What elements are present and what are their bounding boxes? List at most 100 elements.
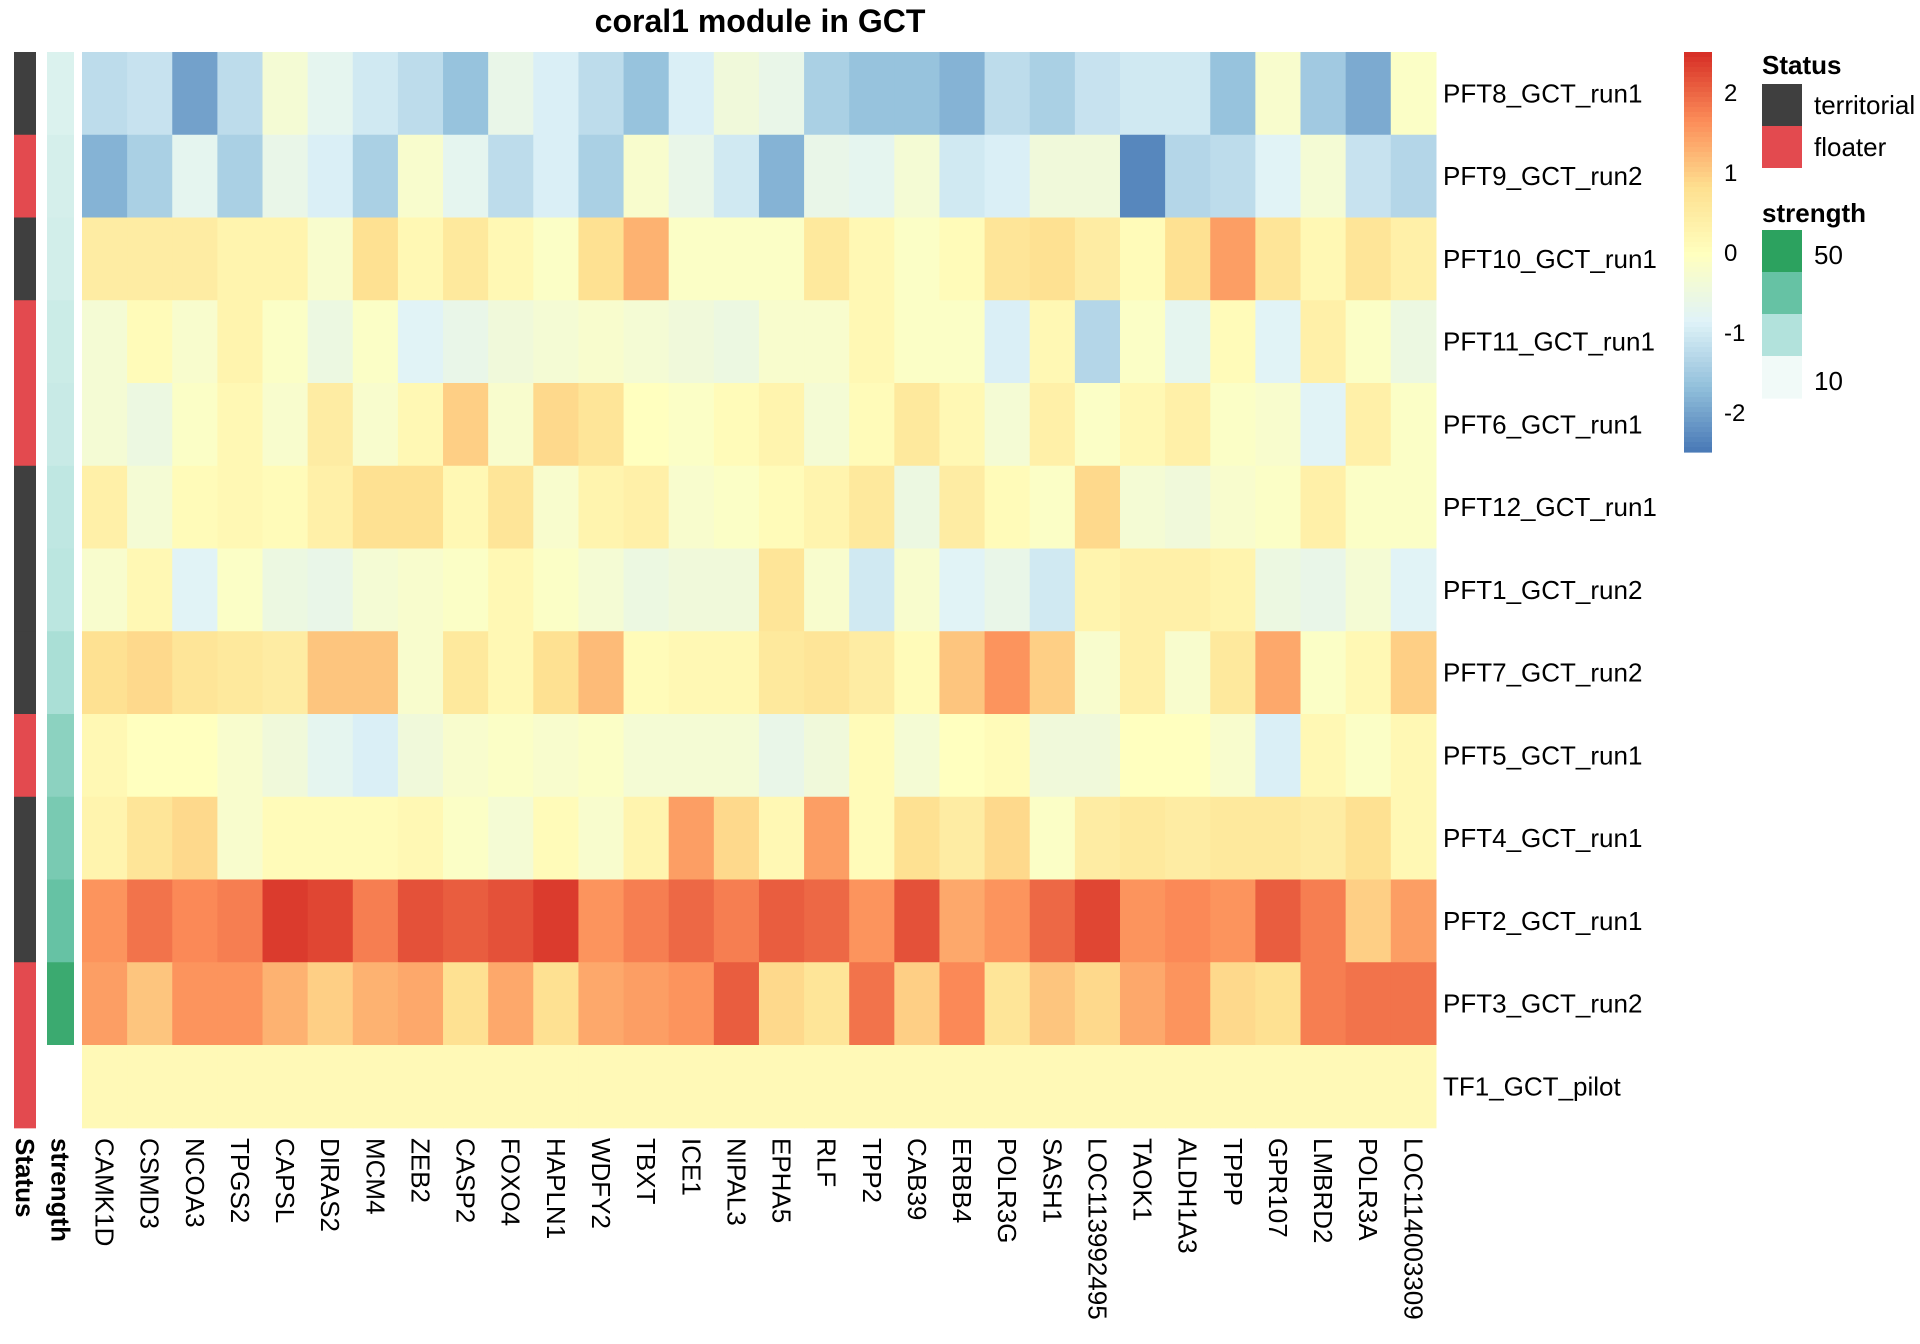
colorbar-tick-label: -1 xyxy=(1724,320,1745,347)
strength-cell xyxy=(47,465,74,550)
heatmap-cell xyxy=(578,217,625,301)
heatmap-cell xyxy=(397,52,444,136)
heatmap-cell xyxy=(1029,714,1076,798)
heatmap-cell xyxy=(488,631,534,715)
heatmap-cell xyxy=(984,52,1031,136)
heatmap-cell xyxy=(397,714,444,798)
heatmap-cell xyxy=(82,465,128,550)
heatmap-cell xyxy=(713,465,760,550)
heatmap-cell xyxy=(82,52,128,136)
heatmap-cell xyxy=(578,52,625,136)
column-label: TPPP xyxy=(1218,1138,1248,1206)
heatmap-cell xyxy=(1165,962,1211,1046)
heatmap-cell xyxy=(894,962,941,1046)
heatmap-cell xyxy=(894,52,941,136)
heatmap-cell xyxy=(1300,134,1347,219)
colorbar-segment xyxy=(1684,152,1712,158)
heatmap-cell xyxy=(217,134,264,219)
colorbar-segment xyxy=(1684,67,1712,73)
heatmap-cell xyxy=(849,1045,895,1129)
heatmap-cell xyxy=(1210,217,1256,301)
heatmap-cell xyxy=(849,217,895,301)
column-label: RLF xyxy=(812,1138,842,1187)
heatmap-cell xyxy=(443,52,489,136)
heatmap-cell xyxy=(713,1045,760,1129)
heatmap-cell xyxy=(1255,1045,1302,1129)
colorbar-segment xyxy=(1684,377,1712,383)
column-labels: CAMK1D CSMD3 NCOA3 TPGS2 CAPSL DIRAS2 MCM4 ZEB2… xyxy=(90,1138,1429,1320)
heatmap-cell xyxy=(578,714,625,798)
heatmap-cell xyxy=(1029,548,1076,632)
heatmap-cell xyxy=(804,548,850,632)
row-label: PFT3_GCT_run2 xyxy=(1443,989,1642,1019)
status-cell xyxy=(14,631,36,715)
heatmap-cell xyxy=(443,631,489,715)
colorbar-segment xyxy=(1684,172,1712,178)
heatmap-cell xyxy=(1255,383,1302,467)
heatmap-cell xyxy=(713,714,760,798)
heatmap-cell xyxy=(939,300,986,384)
heatmap-cell xyxy=(172,548,218,632)
column-label: ICE1 xyxy=(676,1138,706,1196)
heatmap-cell xyxy=(533,217,580,301)
heatmap-cell xyxy=(172,714,218,798)
heatmap-cell xyxy=(713,217,760,301)
heatmap-cell xyxy=(668,134,715,219)
heatmap-cell xyxy=(1029,962,1076,1046)
heatmap-cell xyxy=(578,465,625,550)
heatmap-cell xyxy=(849,796,895,881)
heatmap-cell xyxy=(1074,217,1121,301)
heatmap-cell xyxy=(849,631,895,715)
column-label: TPP2 xyxy=(857,1138,887,1203)
heatmap-cell xyxy=(894,1045,941,1129)
heatmap-cell xyxy=(443,879,489,963)
heatmap-cell xyxy=(984,1045,1031,1129)
colorbar-segment xyxy=(1684,337,1712,343)
heatmap-cell xyxy=(217,383,264,467)
colorbar-segment xyxy=(1684,257,1712,263)
heatmap-cell xyxy=(668,300,715,384)
heatmap-cell xyxy=(1029,796,1076,881)
colorbar-segment xyxy=(1684,367,1712,373)
heatmap-cell xyxy=(939,1045,986,1129)
heatmap-cell xyxy=(397,217,444,301)
heatmap-cell xyxy=(623,714,670,798)
heatmap-cell xyxy=(1210,1045,1256,1129)
heatmap-cell xyxy=(1345,300,1392,384)
heatmap-cell xyxy=(623,548,670,632)
heatmap-cell xyxy=(849,879,895,963)
colorbar-segment xyxy=(1684,57,1712,63)
heatmap-cell xyxy=(1345,383,1392,467)
heatmap-cell xyxy=(1165,714,1211,798)
heatmap-cell xyxy=(127,631,173,715)
heatmap-cell xyxy=(307,879,354,963)
heatmap-cell xyxy=(1300,465,1347,550)
heatmap-cell xyxy=(397,548,444,632)
heatmap-cell xyxy=(1390,879,1437,963)
heatmap-cell xyxy=(713,548,760,632)
heatmap-cell xyxy=(1165,548,1211,632)
heatmap-cell xyxy=(1029,879,1076,963)
heatmap-cell xyxy=(1300,217,1347,301)
heatmap-cell xyxy=(1255,548,1302,632)
heatmap-cell xyxy=(82,714,128,798)
heatmap-cell xyxy=(82,796,128,881)
colorbar-segment xyxy=(1684,272,1712,278)
status-legend-title: Status xyxy=(1762,50,1841,80)
heatmap-cell xyxy=(1119,465,1166,550)
colorbar-segment xyxy=(1684,292,1712,298)
heatmap-cell xyxy=(1390,796,1437,881)
heatmap-cell xyxy=(172,631,218,715)
heatmap-cell xyxy=(352,714,399,798)
colorbar-segment xyxy=(1684,322,1712,328)
heatmap-cell xyxy=(1074,383,1121,467)
colorbar-segment xyxy=(1684,282,1712,288)
heatmap-cell xyxy=(488,217,534,301)
heatmap-cell xyxy=(849,52,895,136)
heatmap-cell xyxy=(758,1045,805,1129)
heatmap-cell xyxy=(623,631,670,715)
heatmap-cell xyxy=(1345,548,1392,632)
heatmap-cell xyxy=(1255,52,1302,136)
colorbar-segment xyxy=(1684,437,1712,443)
column-label: WDFY2 xyxy=(586,1138,616,1229)
